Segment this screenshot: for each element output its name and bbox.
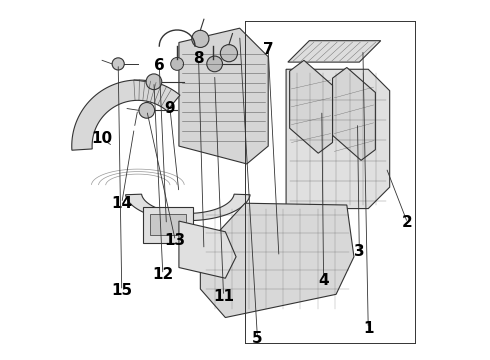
Polygon shape (200, 203, 354, 318)
Circle shape (171, 58, 184, 70)
Polygon shape (143, 207, 193, 243)
Polygon shape (72, 80, 180, 150)
Circle shape (139, 103, 155, 118)
Text: 10: 10 (92, 131, 113, 147)
Polygon shape (333, 67, 375, 160)
Polygon shape (125, 194, 250, 221)
Circle shape (146, 74, 162, 90)
Circle shape (220, 45, 238, 62)
Text: 3: 3 (354, 244, 365, 259)
Polygon shape (286, 69, 390, 208)
Text: 11: 11 (213, 289, 234, 303)
Text: 1: 1 (363, 321, 373, 336)
Polygon shape (288, 41, 381, 62)
Circle shape (112, 58, 124, 70)
Text: 4: 4 (318, 273, 329, 288)
Text: 14: 14 (111, 196, 132, 211)
Polygon shape (290, 60, 333, 153)
Text: 6: 6 (154, 58, 165, 73)
Text: 15: 15 (111, 283, 132, 298)
Text: 5: 5 (252, 332, 263, 346)
Text: 9: 9 (165, 101, 175, 116)
Circle shape (207, 56, 222, 72)
Text: 2: 2 (402, 215, 413, 230)
Text: 12: 12 (152, 267, 173, 282)
Polygon shape (179, 221, 236, 278)
Circle shape (192, 30, 209, 48)
Text: 13: 13 (165, 233, 186, 248)
Text: 8: 8 (193, 51, 204, 66)
Polygon shape (179, 28, 268, 164)
Text: 7: 7 (263, 42, 273, 57)
Polygon shape (150, 214, 186, 235)
